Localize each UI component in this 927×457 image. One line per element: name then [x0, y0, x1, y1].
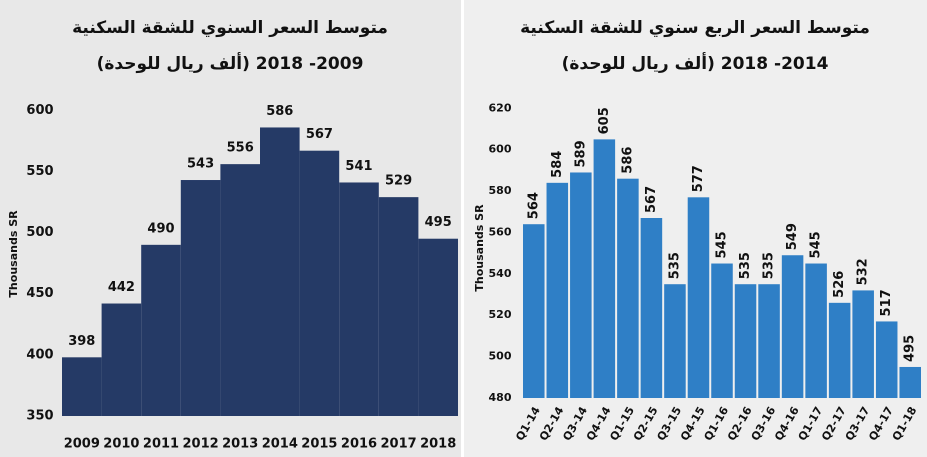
y-tick-label: 450 — [26, 286, 53, 301]
data-label: 567 — [644, 186, 659, 213]
data-label: 545 — [715, 231, 730, 258]
data-label: 541 — [345, 159, 372, 174]
y-tick-label: 500 — [26, 225, 53, 240]
x-tick-label: 2018 — [420, 437, 456, 452]
x-tick-label: 2013 — [222, 437, 258, 452]
y-tick-label: 480 — [489, 391, 512, 404]
x-tick-label: 2017 — [381, 437, 417, 452]
bar — [781, 255, 804, 398]
data-label: 556 — [227, 141, 254, 156]
data-label: 532 — [856, 258, 871, 285]
data-label: 495 — [425, 215, 452, 230]
data-label: 589 — [573, 140, 588, 167]
data-label: 442 — [108, 280, 135, 295]
bar — [378, 197, 419, 416]
data-label: 535 — [667, 252, 682, 279]
data-label: 398 — [68, 334, 95, 349]
bar — [828, 302, 851, 398]
bar — [687, 197, 710, 398]
data-label: 495 — [903, 335, 918, 362]
data-label: 517 — [879, 289, 894, 316]
x-tick-label: 2016 — [341, 437, 377, 452]
bar — [570, 172, 592, 398]
x-tick-label: 2011 — [143, 437, 179, 452]
chart-title: متوسط السعر الربع سنوي للشقة السكنية — [520, 18, 870, 38]
y-tick-label: 540 — [489, 267, 512, 280]
x-tick-label: 2010 — [103, 437, 139, 452]
data-label: 584 — [550, 151, 565, 178]
bar — [220, 164, 260, 416]
data-label: 577 — [691, 165, 706, 192]
y-tick-label: 580 — [489, 184, 512, 197]
y-tick-label: 400 — [26, 347, 53, 362]
bar — [593, 139, 616, 398]
bar — [711, 263, 733, 398]
y-tick-label: 500 — [489, 350, 512, 363]
data-label: 535 — [762, 252, 777, 279]
y-tick-label: 620 — [489, 101, 512, 114]
y-tick-label: 350 — [26, 409, 53, 424]
bar — [101, 303, 142, 416]
bar — [141, 244, 181, 416]
data-label: 545 — [809, 231, 824, 258]
bar — [180, 180, 221, 416]
y-tick-label: 560 — [489, 225, 512, 238]
bar — [418, 238, 458, 416]
bar — [260, 127, 300, 416]
bar — [875, 321, 898, 398]
bar — [664, 284, 686, 398]
y-tick-label: 600 — [489, 143, 512, 156]
data-label: 586 — [266, 104, 293, 119]
bar — [899, 366, 921, 398]
x-tick-label: 2009 — [64, 437, 100, 452]
y-axis-label: Thousands SR — [473, 204, 486, 292]
data-label: 529 — [385, 174, 412, 189]
bar — [617, 178, 639, 398]
chart-subtitle: (ألف ريال للوحدة) 2014- 2018 — [562, 52, 829, 74]
bar — [299, 150, 340, 416]
data-label: 490 — [147, 221, 174, 236]
y-tick-label: 600 — [26, 103, 53, 118]
bar — [734, 284, 757, 398]
bar — [523, 224, 545, 398]
x-tick-label: 2012 — [183, 437, 219, 452]
y-tick-label: 520 — [489, 308, 512, 321]
data-label: 543 — [187, 157, 214, 172]
bar — [852, 290, 874, 398]
bar — [339, 182, 379, 416]
data-label: 549 — [785, 223, 800, 250]
data-label: 586 — [620, 147, 635, 174]
data-label: 526 — [832, 271, 847, 298]
y-axis-label: Thousands SR — [7, 210, 20, 298]
chart-title: متوسط السعر السنوي للشقة السكنية — [72, 18, 388, 38]
bar — [62, 357, 102, 416]
x-tick-label: 2014 — [262, 437, 298, 452]
bar — [640, 218, 663, 398]
data-label: 567 — [306, 127, 333, 142]
data-label: 564 — [526, 192, 541, 219]
y-tick-label: 550 — [26, 164, 53, 179]
bar — [546, 182, 569, 398]
chart-subtitle: (ألف ريال للوحدة) 2009- 2018 — [97, 52, 364, 74]
bar — [758, 284, 780, 398]
data-label: 605 — [597, 107, 612, 134]
bar — [805, 263, 827, 398]
data-label: 535 — [738, 252, 753, 279]
x-tick-label: 2015 — [301, 437, 337, 452]
